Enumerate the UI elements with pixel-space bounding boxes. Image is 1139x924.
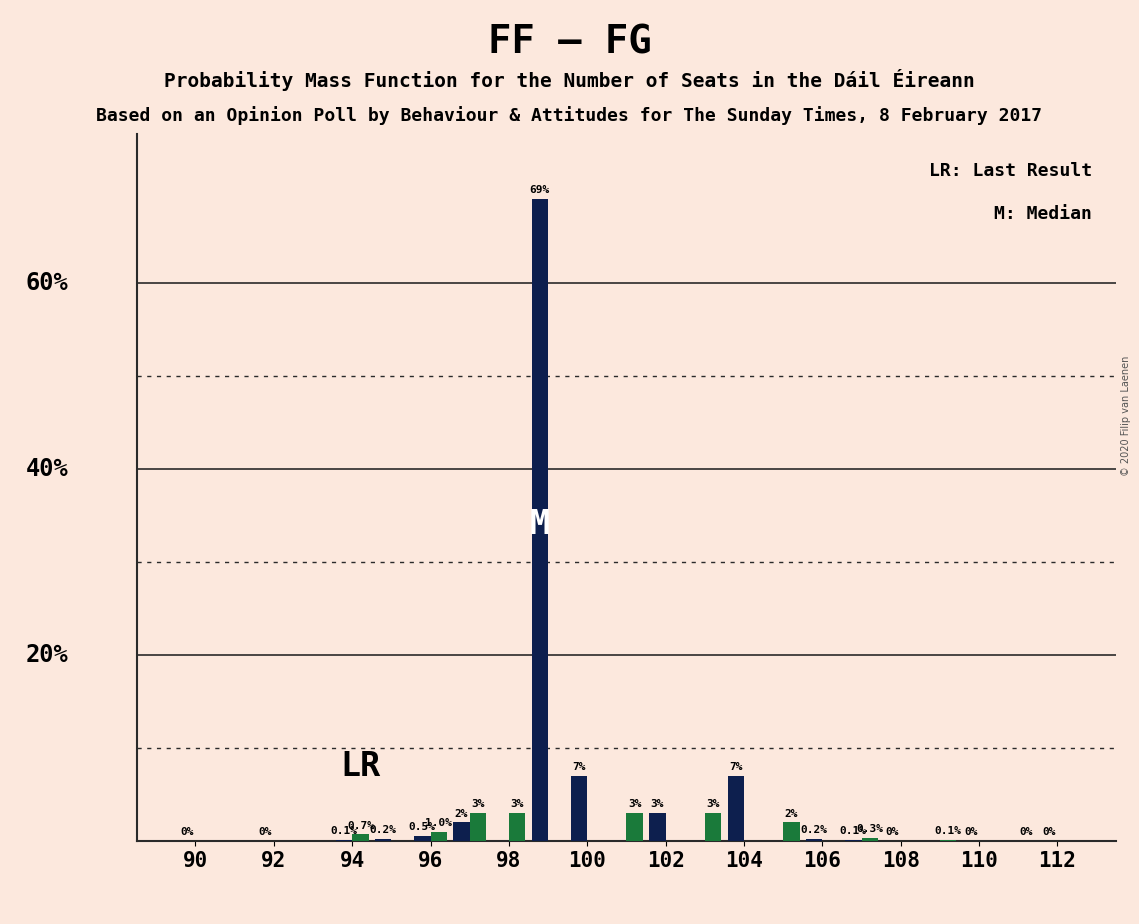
- Bar: [469, 813, 486, 841]
- Text: 0%: 0%: [964, 827, 977, 837]
- Bar: [728, 776, 744, 841]
- Text: 3%: 3%: [510, 799, 524, 809]
- Text: 0%: 0%: [1019, 827, 1033, 837]
- Bar: [861, 838, 878, 841]
- Bar: [806, 839, 822, 841]
- Bar: [431, 832, 446, 841]
- Bar: [649, 813, 665, 841]
- Text: 2%: 2%: [785, 808, 798, 819]
- Text: 0.2%: 0.2%: [370, 825, 396, 835]
- Text: 0.1%: 0.1%: [935, 826, 961, 836]
- Bar: [626, 813, 642, 841]
- Text: 2%: 2%: [454, 808, 468, 819]
- Text: M: M: [530, 508, 550, 541]
- Bar: [453, 822, 469, 841]
- Text: 0%: 0%: [1042, 827, 1056, 837]
- Bar: [375, 839, 392, 841]
- Bar: [336, 840, 352, 841]
- Bar: [532, 199, 548, 841]
- Text: LR: Last Result: LR: Last Result: [928, 163, 1091, 180]
- Text: 7%: 7%: [572, 762, 585, 772]
- Bar: [415, 836, 431, 841]
- Text: 3%: 3%: [650, 799, 664, 809]
- Bar: [784, 822, 800, 841]
- Text: 0.2%: 0.2%: [801, 825, 828, 835]
- Text: 3%: 3%: [472, 799, 485, 809]
- Bar: [352, 834, 369, 841]
- Text: 0.3%: 0.3%: [857, 824, 883, 834]
- Bar: [509, 813, 525, 841]
- Bar: [571, 776, 588, 841]
- Text: 1.0%: 1.0%: [425, 818, 452, 828]
- Text: M: Median: M: Median: [994, 205, 1091, 223]
- Text: 20%: 20%: [25, 643, 68, 667]
- Text: 0.1%: 0.1%: [839, 826, 867, 836]
- Text: 0%: 0%: [180, 827, 194, 837]
- Text: 3%: 3%: [628, 799, 641, 809]
- Bar: [940, 840, 957, 841]
- Text: 40%: 40%: [25, 456, 68, 480]
- Text: 3%: 3%: [706, 799, 720, 809]
- Text: FF – FG: FF – FG: [487, 23, 652, 61]
- Bar: [705, 813, 721, 841]
- Text: 69%: 69%: [530, 186, 550, 195]
- Text: 0%: 0%: [259, 827, 272, 837]
- Bar: [845, 840, 861, 841]
- Text: Probability Mass Function for the Number of Seats in the Dáil Éireann: Probability Mass Function for the Number…: [164, 69, 975, 91]
- Text: 0.5%: 0.5%: [409, 822, 436, 833]
- Text: 0.7%: 0.7%: [347, 821, 374, 831]
- Text: Based on an Opinion Poll by Behaviour & Attitudes for The Sunday Times, 8 Februa: Based on an Opinion Poll by Behaviour & …: [97, 106, 1042, 126]
- Text: © 2020 Filip van Laenen: © 2020 Filip van Laenen: [1121, 356, 1131, 476]
- Text: 0.1%: 0.1%: [330, 826, 358, 836]
- Text: 0%: 0%: [886, 827, 900, 837]
- Text: 60%: 60%: [25, 271, 68, 295]
- Text: LR: LR: [339, 750, 380, 783]
- Text: 7%: 7%: [729, 762, 743, 772]
